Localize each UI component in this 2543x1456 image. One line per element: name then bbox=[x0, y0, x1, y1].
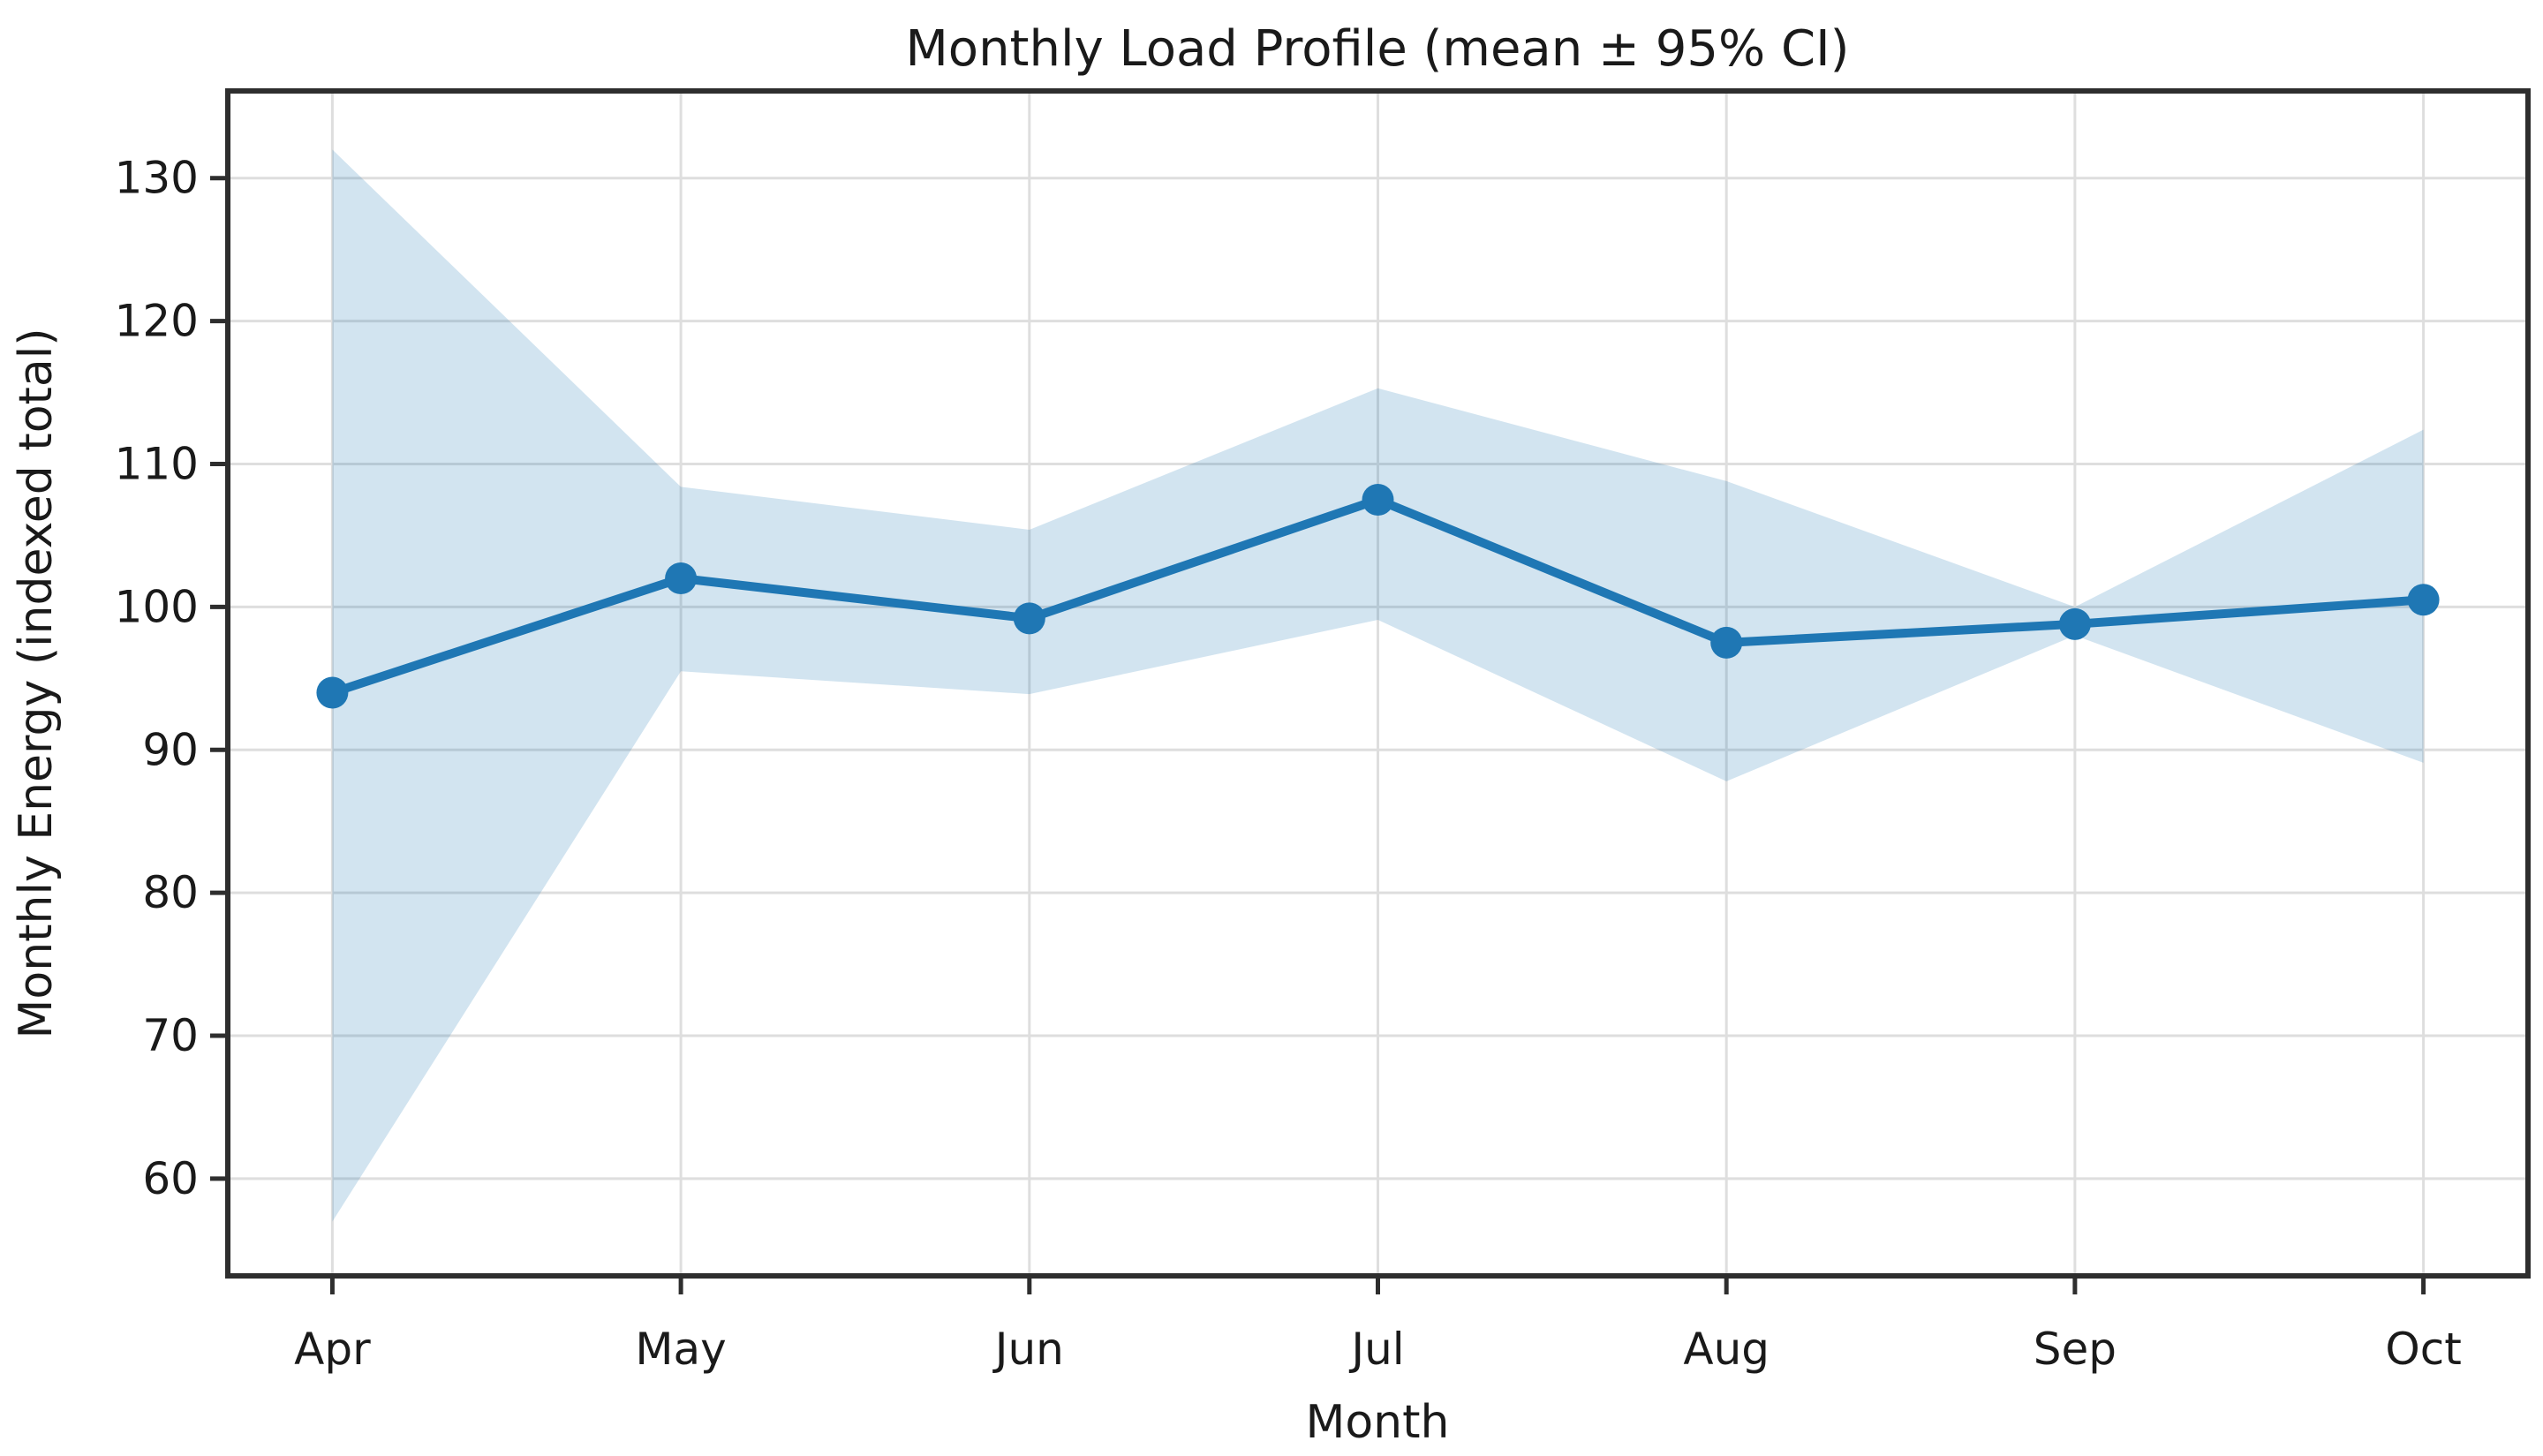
x-tick-label: Jul bbox=[1348, 1324, 1404, 1375]
y-tick-label: 110 bbox=[115, 439, 199, 490]
data-point-marker bbox=[316, 676, 349, 709]
y-tick-label: 90 bbox=[142, 724, 199, 775]
x-tick-label: May bbox=[635, 1324, 726, 1375]
x-tick-label: Sep bbox=[2034, 1324, 2117, 1375]
y-tick-label: 60 bbox=[142, 1153, 199, 1204]
x-tick-label: Jun bbox=[992, 1324, 1064, 1375]
data-point-marker bbox=[1362, 483, 1394, 516]
data-point-marker bbox=[1013, 602, 1045, 635]
x-tick-label: Apr bbox=[294, 1324, 371, 1375]
y-tick-label: 80 bbox=[142, 867, 199, 918]
x-tick-label: Oct bbox=[2385, 1324, 2461, 1375]
tick-labels: 60 70 80 90 100 110 120 130 Apr May Jun Jul Aug Sep Oc… bbox=[115, 153, 2462, 1375]
data-point-marker bbox=[1710, 626, 1743, 659]
gridlines bbox=[228, 91, 2528, 1276]
data-point-marker bbox=[2407, 584, 2440, 616]
y-tick-label: 120 bbox=[115, 296, 199, 347]
x-tick-label: Aug bbox=[1683, 1324, 1770, 1375]
x-axis-label: Month bbox=[1306, 1396, 1450, 1449]
data-point-marker bbox=[665, 562, 698, 595]
data-point-markers bbox=[316, 483, 2440, 709]
chart-title: Monthly Load Profile (mean ± 95% CI) bbox=[905, 20, 1849, 78]
axis-ticks bbox=[210, 176, 2426, 1294]
y-axis-label: Monthly Energy (indexed total) bbox=[10, 328, 63, 1039]
y-tick-label: 70 bbox=[142, 1010, 199, 1061]
data-point-marker bbox=[2058, 607, 2091, 640]
y-tick-label: 100 bbox=[115, 581, 199, 632]
y-tick-label: 130 bbox=[115, 153, 199, 204]
